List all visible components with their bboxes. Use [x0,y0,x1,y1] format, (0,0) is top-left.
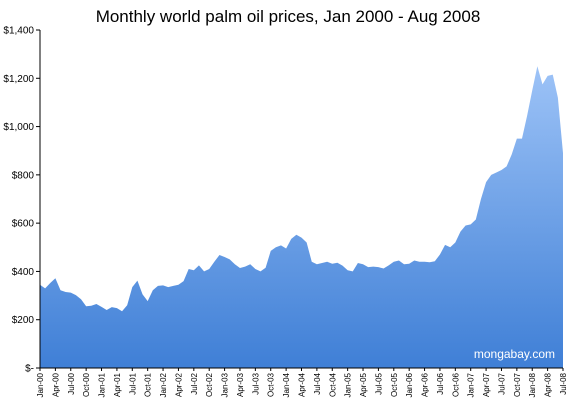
y-axis-ticks: $- $200 $400 $600 $800 $1,000 $1,200 $1,400 [3,26,40,375]
x-tick-label: Jul-07 [497,372,506,394]
x-tick-label: Apr-00 [51,372,60,397]
x-tick-label: Oct-02 [205,372,214,397]
y-tick-label: $1,200 [3,74,34,85]
x-tick-label: Jan-07 [467,372,476,397]
x-tick-label: Jan-00 [36,372,45,397]
x-tick-label: Jul-08 [559,372,568,394]
x-tick-label: Oct-01 [144,372,153,397]
x-tick-label: Oct-07 [513,372,522,397]
y-tick-label: $1,400 [3,26,34,37]
x-tick-label: Apr-02 [174,372,183,397]
x-tick-label: Oct-06 [451,372,460,397]
x-tick-label: Apr-06 [421,372,430,397]
y-tick-label: $400 [12,267,35,278]
x-tick-label: Apr-07 [482,372,491,397]
x-tick-label: Oct-03 [267,372,276,397]
x-tick-label: Jan-08 [528,372,537,397]
x-tick-label: Jan-03 [221,372,230,397]
x-tick-label: Apr-08 [544,372,553,397]
x-tick-label: Oct-04 [328,372,337,397]
y-tick-label: $- [25,364,34,375]
x-tick-label: Jan-06 [405,372,414,397]
x-tick-label: Apr-03 [236,372,245,397]
x-tick-label: Apr-01 [113,372,122,397]
x-tick-label: Jan-01 [98,372,107,397]
x-tick-label: Jul-01 [128,372,137,394]
x-tick-label: Jul-06 [436,372,445,394]
y-tick-label: $600 [12,219,35,230]
x-tick-label: Jan-02 [159,372,168,397]
chart-title: Monthly world palm oil prices, Jan 2000 … [96,7,481,26]
x-tick-label: Jul-03 [251,372,260,394]
watermark-text: mongabay.com [474,347,555,361]
y-tick-label: $200 [12,315,35,326]
x-tick-label: Jan-05 [344,372,353,397]
x-tick-label: Oct-05 [390,372,399,397]
x-tick-label: Oct-00 [82,372,91,397]
x-tick-label: Jul-02 [190,372,199,394]
x-tick-label: Apr-05 [359,372,368,397]
x-tick-label: Jul-00 [67,372,76,394]
y-tick-label: $1,000 [3,122,34,133]
x-axis-ticks: Jan-00 Apr-00 Jul-00 Oct-00 Jan-01 Apr-01 Jul-… [36,368,568,397]
price-area [40,66,563,369]
x-tick-label: Jan-04 [282,372,291,397]
x-tick-label: Jul-05 [374,372,383,394]
x-tick-label: Jul-04 [313,372,322,394]
y-tick-label: $800 [12,170,35,181]
x-tick-label: Apr-04 [298,372,307,397]
